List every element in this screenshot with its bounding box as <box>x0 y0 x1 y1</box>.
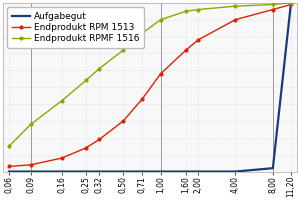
Endprodukt RPM 1513 <box>7 165 11 168</box>
Aufgabegut <box>98 170 101 173</box>
Aufgabegut <box>7 170 11 173</box>
Legend: Aufgabegut, Endprodukt RPM 1513, Endprodukt RPMF 1516: Aufgabegut, Endprodukt RPM 1513, Endprod… <box>7 7 144 48</box>
Aufgabegut <box>159 170 163 173</box>
Endprodukt RPMF 1516 <box>98 67 101 70</box>
Endprodukt RPMF 1516 <box>7 145 11 147</box>
Line: Aufgabegut: Aufgabegut <box>9 3 291 172</box>
Endprodukt RPMF 1516 <box>84 79 88 82</box>
Aufgabegut <box>29 170 33 173</box>
Endprodukt RPMF 1516 <box>184 10 188 12</box>
Endprodukt RPMF 1516 <box>271 3 275 6</box>
Endprodukt RPM 1513 <box>140 98 144 100</box>
Endprodukt RPM 1513 <box>84 147 88 149</box>
Endprodukt RPM 1513 <box>196 39 200 41</box>
Endprodukt RPMF 1516 <box>140 32 144 34</box>
Line: Endprodukt RPMF 1516: Endprodukt RPMF 1516 <box>7 1 293 148</box>
Endprodukt RPMF 1516 <box>196 8 200 11</box>
Endprodukt RPM 1513 <box>98 138 101 141</box>
Endprodukt RPM 1513 <box>234 18 237 21</box>
Aufgabegut <box>184 170 188 173</box>
Aufgabegut <box>60 170 64 173</box>
Aufgabegut <box>140 170 144 173</box>
Aufgabegut <box>122 170 125 173</box>
Endprodukt RPM 1513 <box>29 164 33 166</box>
Endprodukt RPM 1513 <box>122 120 125 122</box>
Aufgabegut <box>196 170 200 173</box>
Aufgabegut <box>234 170 237 173</box>
Aufgabegut <box>289 2 293 4</box>
Endprodukt RPMF 1516 <box>29 123 33 125</box>
Endprodukt RPMF 1516 <box>289 2 293 4</box>
Line: Endprodukt RPM 1513: Endprodukt RPM 1513 <box>7 2 293 169</box>
Endprodukt RPM 1513 <box>289 3 293 6</box>
Endprodukt RPMF 1516 <box>159 18 163 21</box>
Endprodukt RPMF 1516 <box>122 49 125 51</box>
Endprodukt RPM 1513 <box>271 8 275 11</box>
Aufgabegut <box>271 167 275 169</box>
Endprodukt RPMF 1516 <box>60 99 64 102</box>
Endprodukt RPM 1513 <box>184 49 188 51</box>
Endprodukt RPMF 1516 <box>234 5 237 7</box>
Endprodukt RPM 1513 <box>60 157 64 159</box>
Endprodukt RPM 1513 <box>159 72 163 75</box>
Aufgabegut <box>84 170 88 173</box>
